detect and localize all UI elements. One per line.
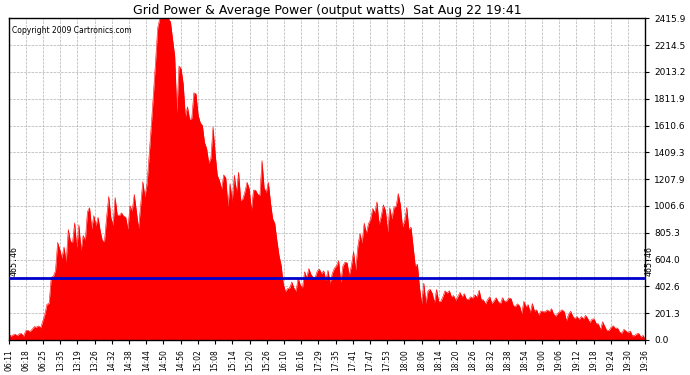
Text: 465.46: 465.46: [644, 246, 653, 276]
Title: Grid Power & Average Power (output watts)  Sat Aug 22 19:41: Grid Power & Average Power (output watts…: [132, 4, 521, 17]
Text: Copyright 2009 Cartronics.com: Copyright 2009 Cartronics.com: [12, 26, 132, 35]
Text: 465.46: 465.46: [10, 246, 19, 276]
